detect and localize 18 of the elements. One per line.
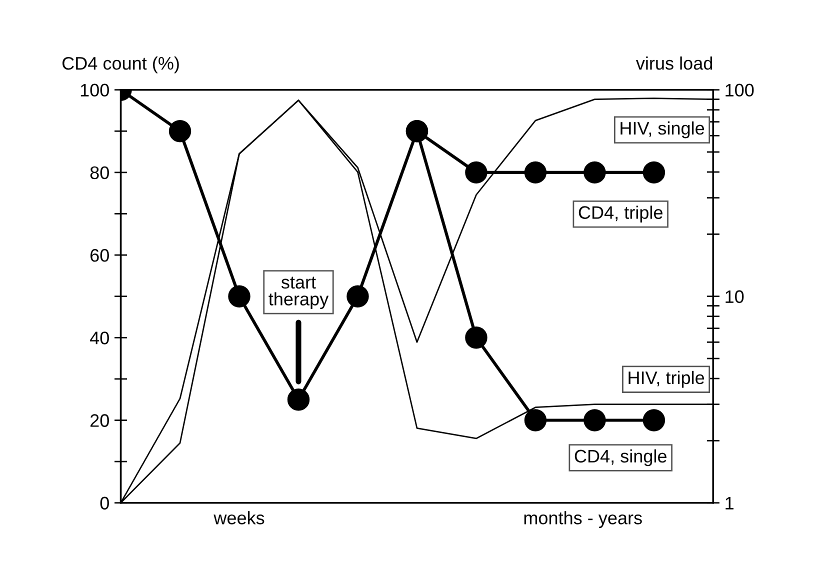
y2-tick-label: 100 — [726, 84, 754, 97]
y2-tick-label: 1 — [726, 496, 734, 510]
y-tick-label: 100 — [80, 84, 109, 97]
text: months - years — [524, 511, 642, 528]
series-label: CD4, triple — [578, 206, 662, 223]
y-tick-label: 60 — [90, 248, 109, 262]
y-tick-label: 80 — [90, 166, 109, 180]
y-axis-title: CD4 count (%) — [62, 56, 179, 74]
y2-axis-title: virus load — [636, 56, 712, 70]
y-tick-label: 20 — [90, 414, 109, 427]
y-tick-label: 40 — [90, 332, 109, 344]
annotation: start therapy — [268, 276, 329, 310]
text: weeks — [214, 511, 264, 524]
series-label: HIV, triple — [628, 370, 704, 388]
series-label: HIV, single — [620, 121, 704, 138]
y-tick-label: 0 — [100, 496, 109, 510]
y2-tick-label: 10 — [726, 290, 744, 304]
series-label: CD4, single — [574, 449, 666, 466]
